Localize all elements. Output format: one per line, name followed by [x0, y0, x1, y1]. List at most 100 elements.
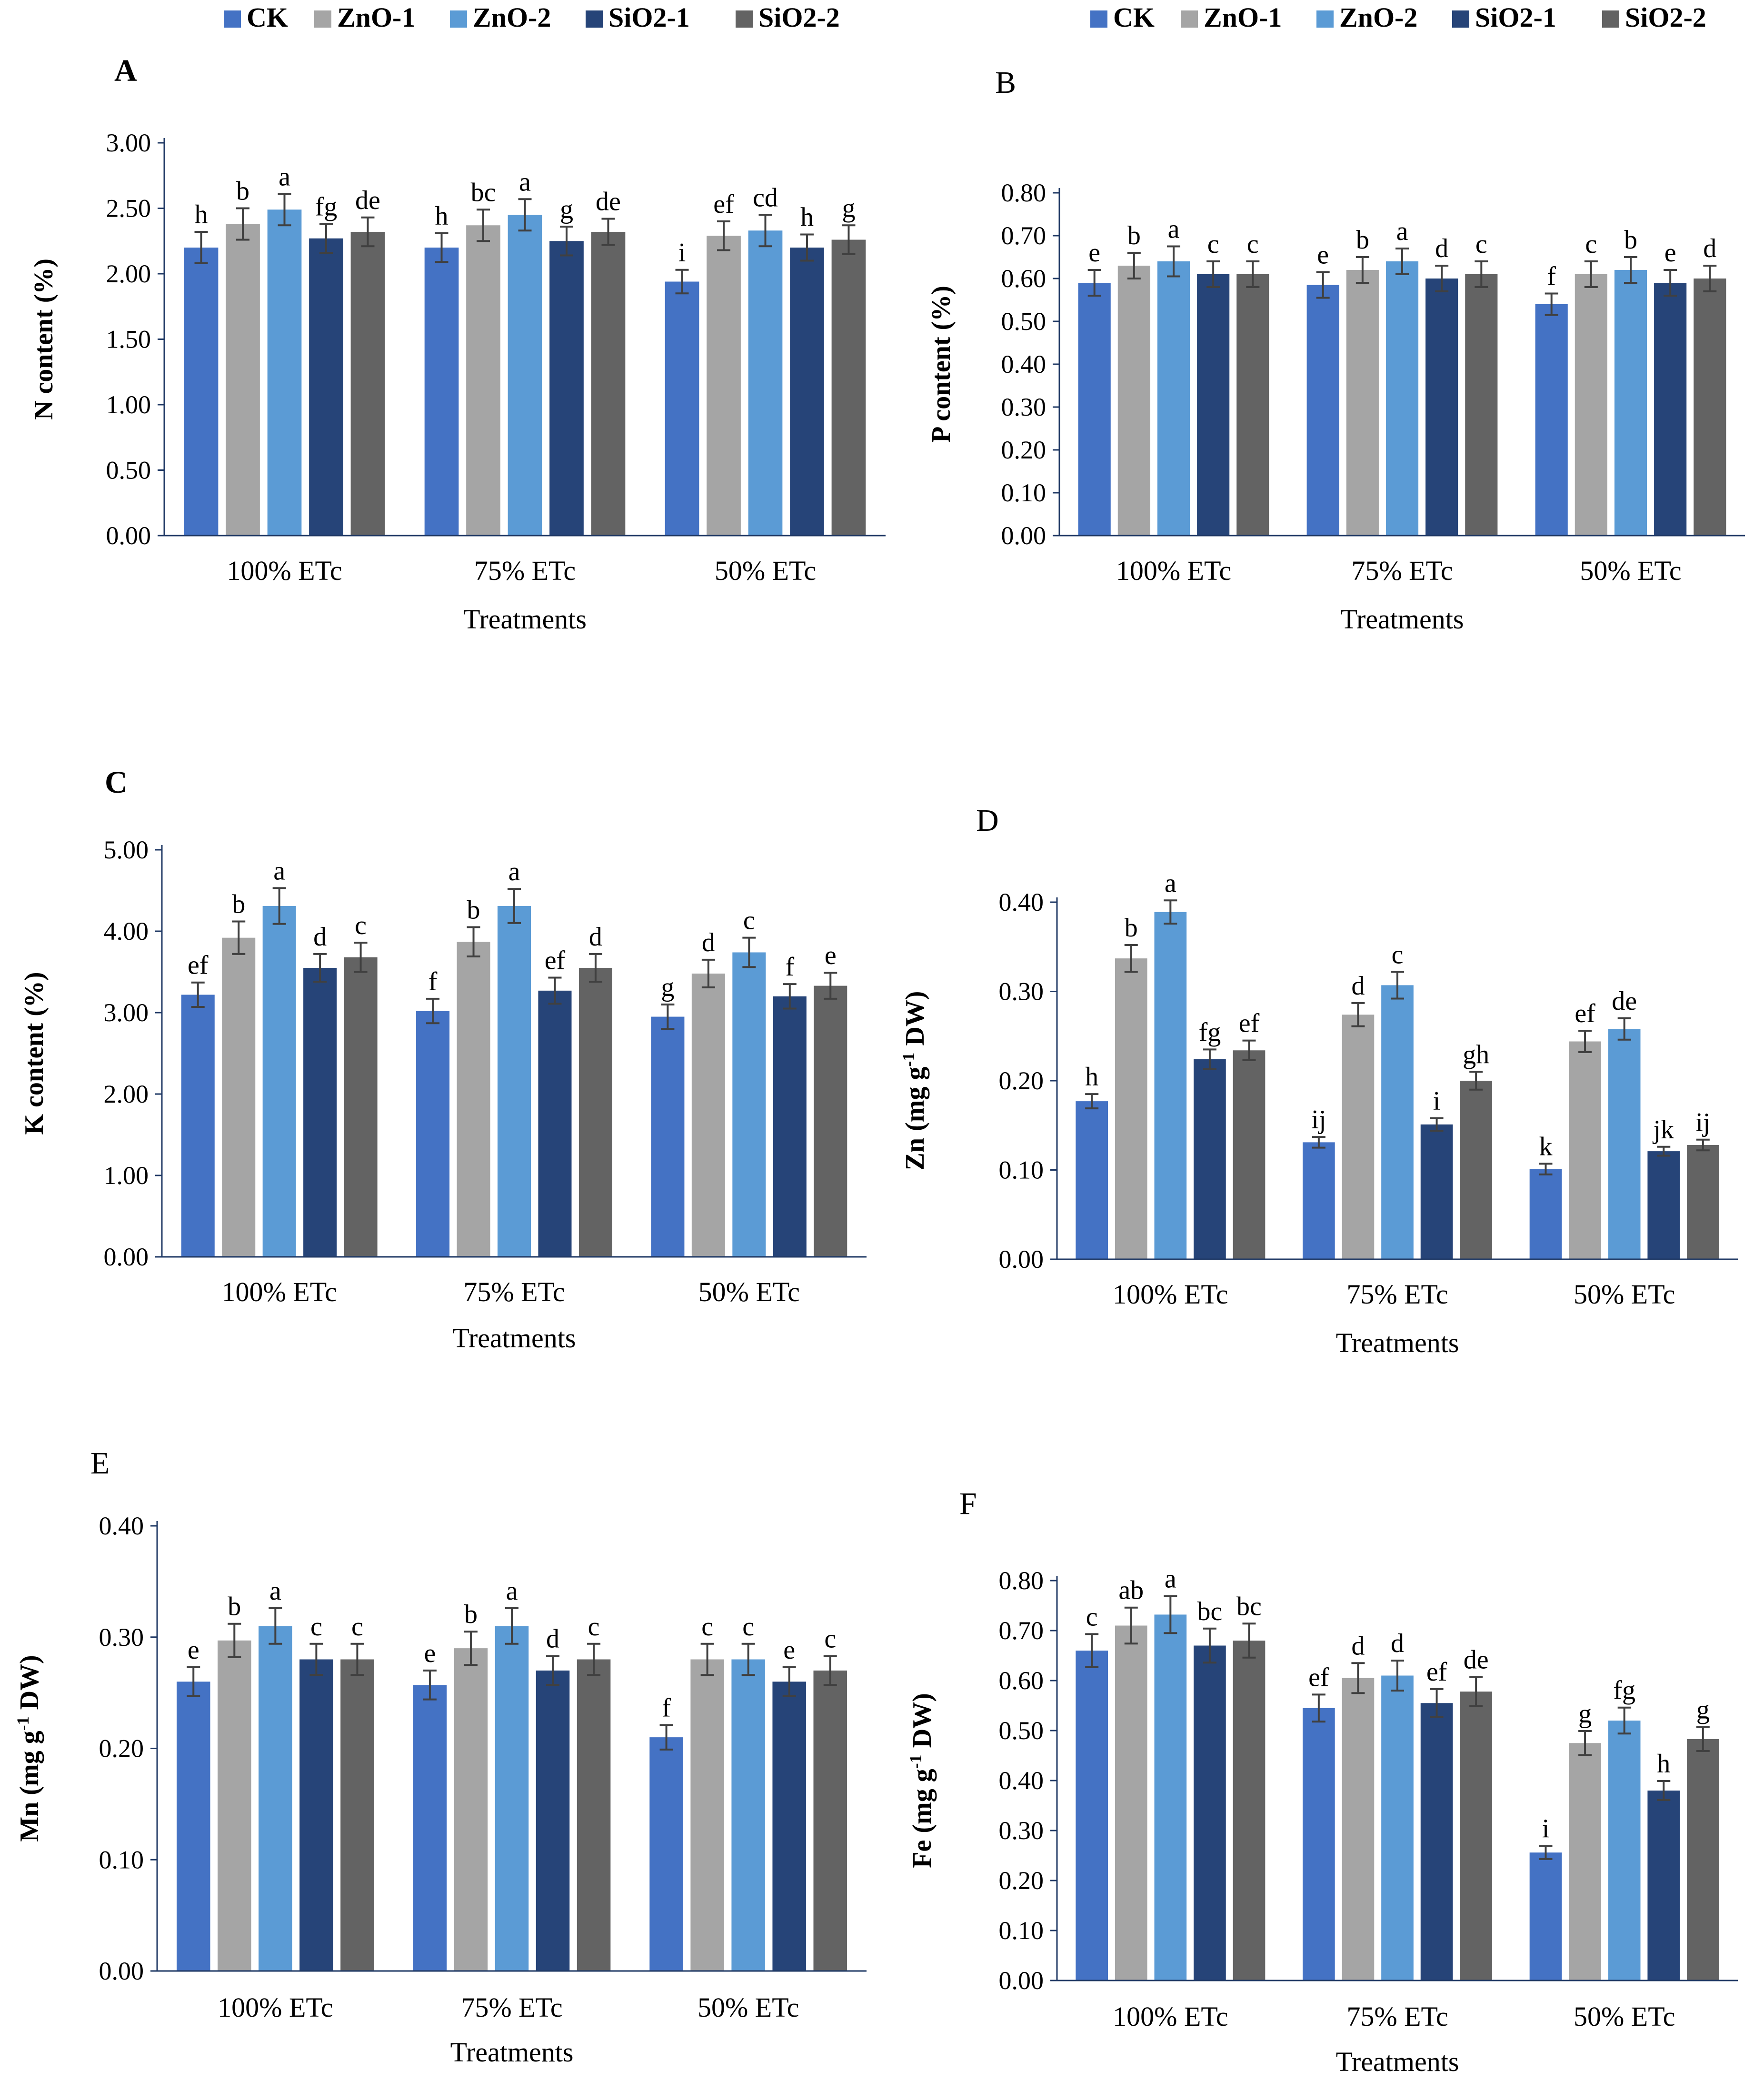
panel-d-bar-sio2-1 [1194, 1059, 1226, 1259]
panel-c-sig-letter-sio2-1: d [313, 922, 327, 952]
panel-f-x-axis-title: Treatments [1336, 2046, 1459, 2077]
panel-d-bar-zno-1 [1115, 958, 1147, 1259]
panel-a-sig-letter-zno-2: cd [753, 183, 778, 212]
panel-f-sig-letter-sio2-1: h [1657, 1749, 1670, 1779]
panel-c-sig-letter-zno-1: b [467, 895, 480, 925]
panel-f-ytick-label: 0.20 [999, 1866, 1044, 1895]
panel-b-bar-sio2-2 [1236, 274, 1269, 536]
legend-2-swatch-zno-2 [1316, 10, 1334, 28]
panel-f-sig-letter-zno-2: fg [1613, 1676, 1635, 1705]
panel-a-bar-ck [424, 248, 459, 536]
panel-f-letter: F [959, 1486, 977, 1521]
panel-f-category-label: 75% ETc [1346, 2001, 1448, 2032]
panel-f-ytick-label: 0.60 [999, 1666, 1044, 1695]
panel-e-ytick-label: 0.20 [99, 1734, 144, 1763]
panel-b-bar-sio2-1 [1197, 274, 1230, 536]
panel-a-sig-letter-ck: i [678, 238, 686, 268]
panel-f-sig-letter-zno-2: a [1165, 1564, 1176, 1594]
panel-c-sig-letter-zno-2: c [743, 906, 755, 936]
panel-d-bar-sio2-2 [1460, 1081, 1492, 1259]
legend-1-label-sio2-1: SiO2-1 [608, 2, 690, 33]
panel-a-bar-zno-1 [466, 225, 500, 536]
panel-b-sig-letter-sio2-2: c [1475, 229, 1487, 259]
panel-e-category-label: 100% ETc [218, 1992, 333, 2023]
panel-c-bar-ck [416, 1011, 450, 1257]
panel-e-y-axis-title-part: Mn (mg g [15, 1731, 44, 1841]
panel-e-y-axis-title-part: DW) [15, 1655, 44, 1716]
legend-1-label-ck: CK [247, 2, 288, 33]
panel-c-sig-letter-ck: g [661, 973, 674, 1002]
panel-a-sig-letter-sio2-2: de [355, 186, 380, 215]
panel-a-ytick-label: 0.50 [106, 456, 151, 485]
panel-c-sig-letter-sio2-1: f [785, 952, 794, 982]
panel-b-sig-letter-zno-1: c [1585, 229, 1597, 259]
panel-c-sig-letter-sio2-2: c [355, 911, 367, 940]
panel-c-bar-zno-2 [732, 952, 766, 1257]
panel-b-bar-ck [1306, 285, 1339, 536]
panel-a-sig-letter-sio2-2: g [842, 193, 855, 223]
panel-a-x-axis-title: Treatments [463, 604, 587, 635]
panel-d-sig-letter-zno-1: ef [1575, 999, 1595, 1028]
panel-c-letter: C [105, 765, 128, 800]
panel-a-sig-letter-zno-1: bc [471, 178, 496, 207]
panel-c-y-axis-title: K content (%) [20, 972, 49, 1135]
panel-a-sig-letter-zno-2: a [279, 162, 290, 191]
panel-b-bar-sio2-2 [1465, 274, 1498, 536]
panel-b-sig-letter-zno-2: a [1168, 215, 1180, 244]
panel-a-bar-sio2-1 [549, 241, 584, 536]
panel-e-bar-zno-2 [495, 1626, 529, 1971]
panel-e-bar-sio2-2 [813, 1670, 847, 1971]
panel-d-sig-letter-sio2-1: fg [1199, 1017, 1221, 1047]
panel-b-ytick-label: 0.40 [1001, 350, 1046, 378]
panel-e-sig-letter-ck: e [424, 1639, 436, 1668]
panel-a-category-label: 75% ETc [474, 555, 576, 586]
panel-c-bar-sio2-1 [773, 996, 807, 1257]
panel-b-sig-letter-ck: e [1317, 240, 1329, 270]
panel-d-sig-letter-ck: h [1085, 1062, 1098, 1092]
panel-b-bar-zno-2 [1157, 261, 1190, 536]
panel-a-sig-letter-sio2-1: fg [315, 192, 338, 222]
panel-f-sig-letter-sio2-2: bc [1236, 1592, 1262, 1621]
panel-f-category-label: 50% ETc [1574, 2001, 1675, 2032]
panel-f-sig-letter-sio2-1: bc [1197, 1597, 1222, 1626]
legend-1-swatch-zno-2 [450, 10, 467, 28]
panel-b-ytick-label: 0.70 [1001, 221, 1046, 250]
panel-d-bar-sio2-2 [1686, 1145, 1719, 1259]
panel-c-sig-letter-ck: ef [188, 951, 209, 980]
panel-d-sig-letter-zno-1: d [1351, 971, 1365, 1001]
panel-e-sig-letter-sio2-1: e [783, 1635, 795, 1665]
panel-f-y-axis-title: Fe (mg g-1 DW) [906, 1693, 937, 1868]
panel-a-category-label: 50% ETc [715, 555, 816, 586]
panel-d-bar-ck [1529, 1169, 1562, 1259]
legend-2-label-sio2-1: SiO2-1 [1475, 2, 1556, 33]
panel-a-bar-sio2-1 [309, 238, 343, 536]
panel-e-sig-letter-zno-1: c [701, 1612, 713, 1642]
panel-f-bar-sio2-1 [1420, 1703, 1453, 1981]
panel-e-category-label: 50% ETc [698, 1992, 799, 2023]
panel-c-bar-sio2-2 [578, 967, 612, 1257]
legend-1-label-sio2-2: SiO2-2 [758, 2, 840, 33]
panel-b-bar-ck [1535, 304, 1568, 536]
panel-f-ytick-label: 0.30 [999, 1816, 1044, 1845]
legend-1-swatch-zno-1 [314, 10, 331, 28]
panel-b-category-label: 100% ETc [1116, 555, 1231, 586]
panel-f-bar-zno-2 [1154, 1614, 1187, 1981]
panel-e-bar-sio2-2 [340, 1659, 374, 1971]
legend-1-label-zno-1: ZnO-1 [337, 2, 415, 33]
panel-d-bar-zno-2 [1608, 1029, 1641, 1259]
panel-d-bar-sio2-1 [1420, 1124, 1453, 1259]
panel-a-bar-sio2-1 [790, 248, 824, 536]
panel-f-sig-letter-zno-2: d [1391, 1629, 1404, 1658]
panel-a-bar-zno-1 [226, 224, 260, 536]
panel-b-bar-sio2-2 [1694, 279, 1726, 536]
panel-b-x-axis-title: Treatments [1341, 604, 1464, 635]
panel-b-bar-zno-1 [1346, 270, 1379, 536]
panel-e-bar-sio2-2 [577, 1659, 611, 1971]
panel-a-bar-sio2-2 [591, 232, 626, 536]
panel-f-y-axis-title-part: DW) [907, 1693, 937, 1754]
legend-1-label-zno-2: ZnO-2 [473, 2, 551, 33]
panel-a-sig-letter-ck: h [195, 200, 208, 229]
panel-a-sig-letter-zno-1: ef [713, 189, 734, 219]
panel-a-bar-ck [184, 248, 219, 536]
panel-e-sig-letter-zno-1: b [464, 1600, 478, 1629]
